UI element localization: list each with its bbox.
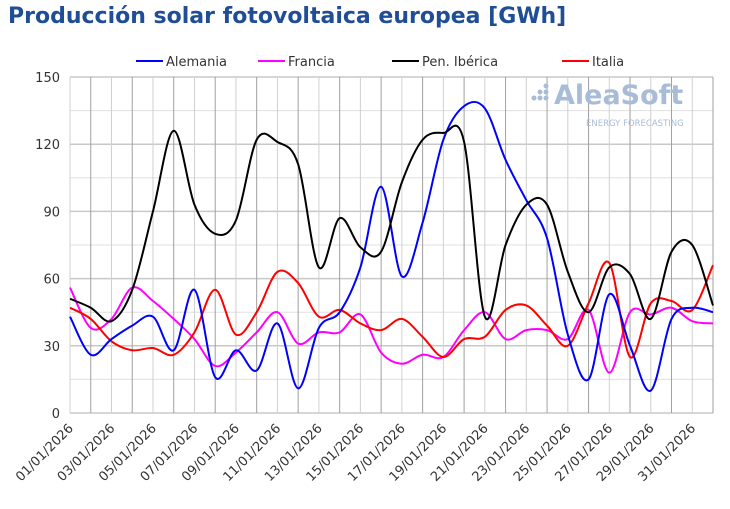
- logo-dot-icon: [543, 83, 549, 89]
- watermark-tagline: ENERGY FORECASTING: [586, 119, 684, 129]
- y-tick-label: 150: [35, 71, 60, 86]
- y-tick-label: 30: [43, 340, 60, 355]
- y-tick-label: 0: [52, 407, 60, 422]
- chart-title: Producción solar fotovoltaica europea [G…: [8, 4, 567, 29]
- logo-dot-icon: [531, 95, 537, 101]
- watermark-brand: AleaSoft: [554, 80, 683, 111]
- legend-label: Francia: [288, 55, 335, 70]
- series-line-alemania: [69, 100, 714, 392]
- y-tick-label: 60: [43, 273, 60, 288]
- y-tick-label: 90: [43, 205, 60, 220]
- legend-label: Pen. Ibérica: [422, 55, 498, 70]
- logo-dot-icon: [537, 89, 543, 95]
- legend-label: Italia: [592, 55, 624, 70]
- logo-dot-icon: [543, 89, 549, 95]
- y-tick-label: 120: [35, 138, 60, 153]
- series-line-italia: [69, 260, 714, 359]
- series-line-pen-ib-rica: [69, 124, 714, 323]
- legend-label: Alemania: [166, 55, 227, 70]
- logo-dot-icon: [537, 95, 543, 101]
- series-line-francia: [69, 286, 714, 374]
- logo-dot-icon: [543, 95, 549, 101]
